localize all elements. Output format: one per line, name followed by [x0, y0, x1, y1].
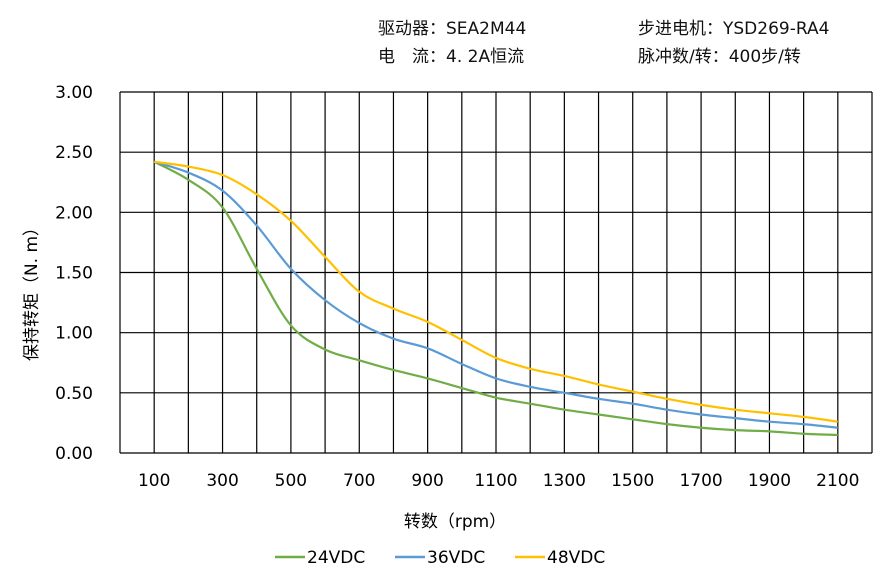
y-axis-label: 保持转矩（N. m）: [22, 219, 42, 361]
x-tick-label: 100: [138, 471, 170, 491]
driver-label: 驱动器：SEA2M44: [378, 19, 527, 39]
y-tick-label: 1.00: [55, 324, 93, 344]
x-tick-label: 1700: [679, 471, 722, 491]
pulses-label: 脉冲数/转：400步/转: [638, 47, 801, 67]
x-tick-label: 1100: [474, 471, 517, 491]
y-tick-label: 2.50: [55, 143, 93, 163]
series-line-24VDC: [153, 160, 838, 437]
x-tick-label: 500: [275, 471, 307, 491]
x-tick-label: 1500: [611, 471, 654, 491]
x-tick-label: 2100: [816, 471, 859, 491]
current-label: 电 流：4. 2A恒流: [378, 47, 525, 67]
series-line-36VDC: [153, 160, 838, 429]
x-tick-label: 300: [206, 471, 238, 491]
legend-label: 24VDC: [307, 548, 365, 568]
y-tick-label: 1.50: [55, 264, 93, 284]
x-tick-label: 1300: [543, 471, 586, 491]
x-tick-label: 700: [343, 471, 375, 491]
y-tick-label: 0.00: [55, 444, 93, 464]
legend-label: 36VDC: [427, 548, 485, 568]
legend-label: 48VDC: [547, 548, 605, 568]
y-tick-label: 0.50: [55, 384, 93, 404]
y-tick-label: 3.00: [55, 83, 93, 103]
series-line-48VDC: [154, 160, 838, 423]
y-tick-label: 2.00: [55, 203, 93, 223]
x-axis-label: 转数（rpm）: [404, 512, 506, 532]
x-tick-label: 1900: [748, 471, 791, 491]
x-tick-label: 900: [411, 471, 443, 491]
motor-label: 步进电机：YSD269-RA4: [638, 19, 830, 39]
